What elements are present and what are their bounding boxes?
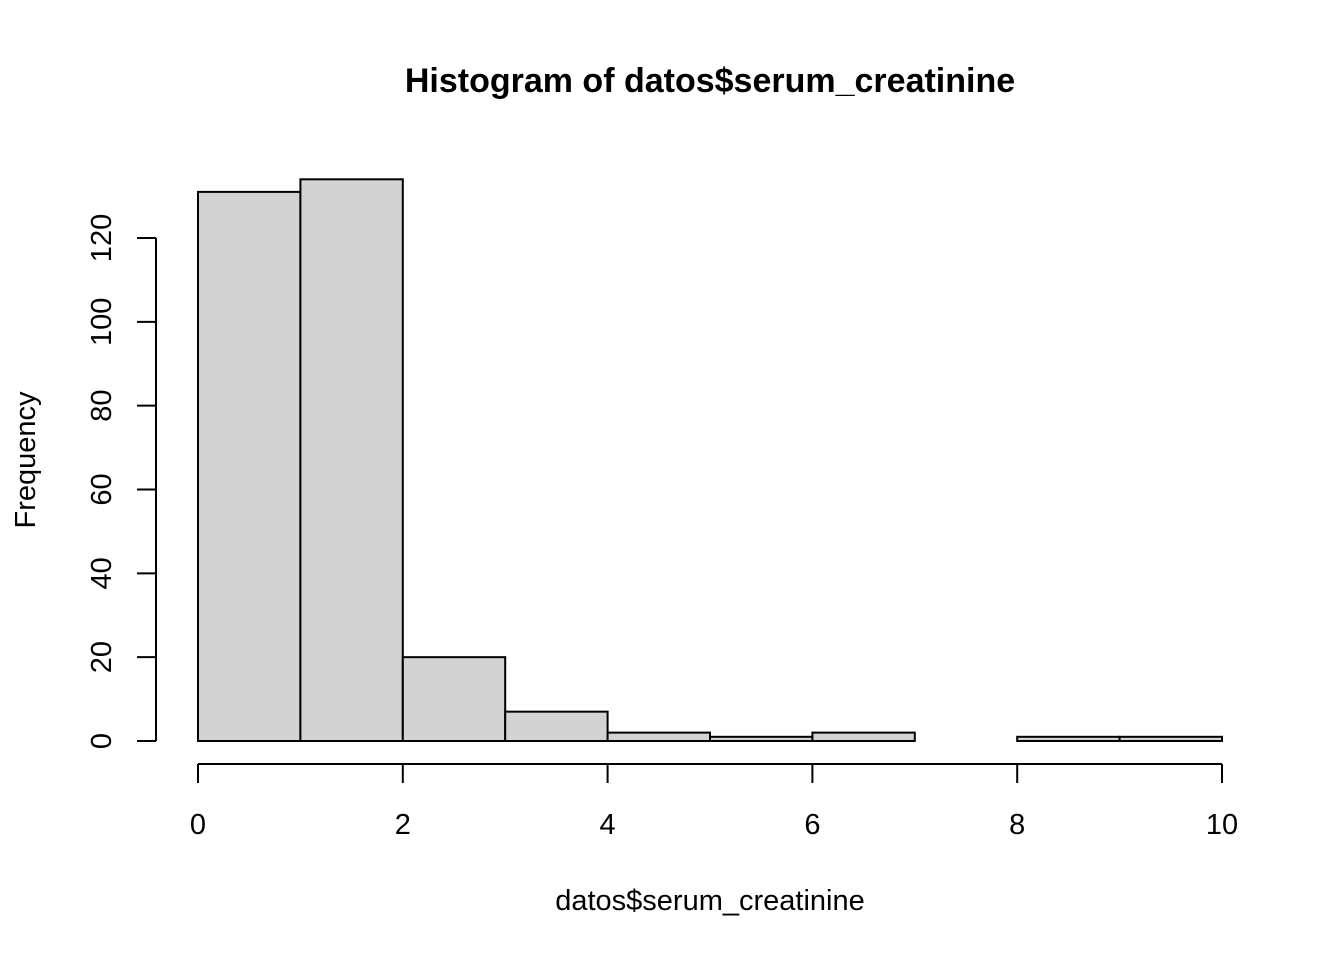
histogram-bar <box>1016 735 1121 743</box>
x-axis-label: datos$serum_creatinine <box>555 885 865 917</box>
y-tick-label: 20 <box>86 641 118 673</box>
y-tick-label: 0 <box>86 733 118 749</box>
y-tick-label: 120 <box>86 214 118 262</box>
y-axis: 0 20 40 60 80 100 120 <box>86 214 157 749</box>
bars-group <box>197 178 1223 743</box>
y-tick-label: 80 <box>86 390 118 422</box>
histogram-bar <box>1118 735 1223 743</box>
y-tick-label: 40 <box>86 557 118 589</box>
x-tick-label: 8 <box>1009 809 1025 841</box>
histogram-bar <box>811 731 916 742</box>
chart-title: Histogram of datos$serum_creatinine <box>405 62 1015 100</box>
histogram-bar <box>401 656 507 743</box>
x-tick-label: 6 <box>804 809 820 841</box>
y-tick-label: 60 <box>86 473 118 505</box>
x-tick-label: 10 <box>1206 809 1238 841</box>
x-tick-label: 4 <box>600 809 616 841</box>
histogram-bar <box>606 731 711 742</box>
x-tick-label: 2 <box>395 809 411 841</box>
histogram-bar <box>504 710 609 742</box>
y-tick-label: 100 <box>86 298 118 346</box>
histogram-bar <box>197 190 302 742</box>
histogram-bar <box>709 735 814 743</box>
x-axis: 0 2 4 6 8 10 <box>190 763 1238 841</box>
histogram-bar <box>299 178 404 743</box>
x-tick-label: 0 <box>190 809 206 841</box>
y-axis-label: Frequency <box>10 391 42 529</box>
